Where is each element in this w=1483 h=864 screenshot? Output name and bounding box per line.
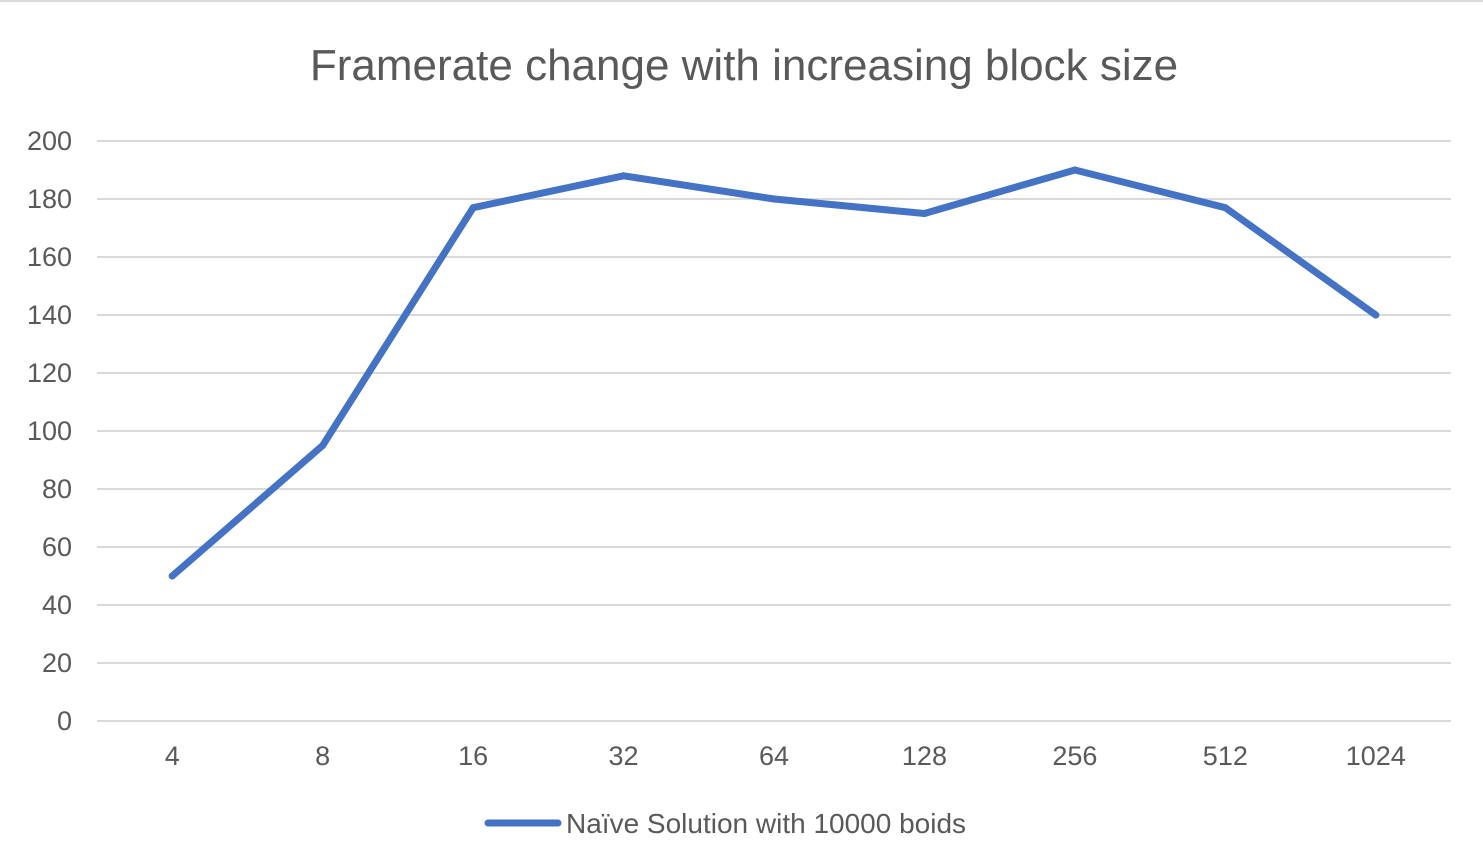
chart-title: Framerate change with increasing block s… (310, 41, 1178, 90)
top-border (0, 0, 1483, 2)
x-tick-label: 128 (902, 741, 947, 771)
y-tick-label: 180 (27, 184, 72, 214)
legend-label: Naïve Solution with 10000 boids (566, 808, 966, 839)
data-point (620, 172, 628, 180)
y-tick-label: 40 (42, 590, 72, 620)
data-point (168, 572, 176, 580)
y-tick-label: 0 (57, 706, 72, 736)
y-tick-label: 200 (27, 126, 72, 156)
x-tick-label: 512 (1203, 741, 1248, 771)
y-tick-label: 140 (27, 300, 72, 330)
y-tick-label: 160 (27, 242, 72, 272)
x-axis-ticks: 4 8 16 32 64 128 256 512 1024 (165, 741, 1406, 771)
x-tick-label: 64 (759, 741, 789, 771)
x-tick-label: 1024 (1346, 741, 1406, 771)
y-axis-ticks: 0 20 40 60 80 100 120 140 160 180 200 (27, 126, 72, 736)
x-tick-label: 4 (165, 741, 180, 771)
y-tick-label: 100 (27, 416, 72, 446)
data-point (469, 204, 477, 212)
x-tick-label: 16 (458, 741, 488, 771)
legend[interactable]: Naïve Solution with 10000 boids (484, 808, 966, 839)
data-point (1221, 204, 1229, 212)
series-lines (168, 166, 1380, 580)
data-point (770, 195, 778, 203)
y-tick-label: 20 (42, 648, 72, 678)
data-point (319, 442, 327, 449)
x-tick-label: 256 (1052, 741, 1097, 771)
y-tick-label: 120 (27, 358, 72, 388)
data-point (920, 210, 928, 217)
x-tick-label: 32 (609, 741, 639, 771)
y-tick-label: 80 (42, 474, 72, 504)
x-tick-label: 8 (315, 741, 330, 771)
data-point (1071, 166, 1079, 174)
y-tick-label: 60 (42, 532, 72, 562)
data-point (1372, 311, 1380, 319)
